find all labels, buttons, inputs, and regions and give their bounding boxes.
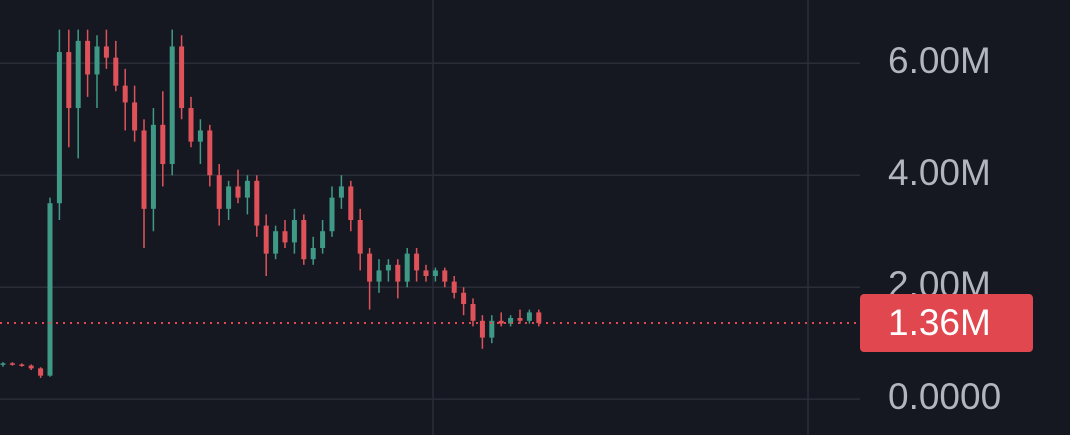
candle-body xyxy=(263,225,269,254)
candle-body xyxy=(367,253,373,282)
candle-body xyxy=(451,281,457,293)
candle-body xyxy=(376,270,382,282)
candle-body xyxy=(207,130,213,176)
candle-body xyxy=(188,108,194,142)
candle-body xyxy=(508,317,514,324)
candle-body xyxy=(526,312,532,321)
candle-body xyxy=(216,175,222,209)
y-tick-label: 4.00M xyxy=(888,152,991,193)
candle-body xyxy=(320,231,326,249)
candle-body xyxy=(498,320,504,324)
candle-body xyxy=(385,264,391,271)
candle-body xyxy=(9,363,15,365)
candle-body xyxy=(301,220,307,260)
candle-body xyxy=(489,320,495,338)
candle-body xyxy=(404,253,410,282)
candle-body xyxy=(141,130,147,209)
candle-body xyxy=(160,124,166,165)
y-tick-label: 6.00M xyxy=(888,40,991,81)
candle-body xyxy=(414,253,420,271)
candle-body xyxy=(122,85,128,103)
candle-body xyxy=(395,264,401,282)
candle-body xyxy=(442,270,448,282)
candle-body xyxy=(273,231,279,254)
candle-body xyxy=(282,231,288,243)
candle-body xyxy=(0,363,6,365)
candle-body xyxy=(56,52,62,204)
candle-body xyxy=(338,186,344,198)
candle-body xyxy=(197,130,203,142)
candle-body xyxy=(423,270,429,277)
candle-body xyxy=(179,46,185,109)
last-price-label: 1.36M xyxy=(888,302,991,343)
candle-body xyxy=(113,57,119,86)
candle-body xyxy=(329,197,335,232)
candle-body xyxy=(244,180,250,198)
candle-body xyxy=(348,186,354,221)
candle-body xyxy=(517,317,523,321)
candle-body xyxy=(85,40,91,75)
candle-body xyxy=(461,292,467,304)
candle-body xyxy=(150,124,156,209)
candle-body xyxy=(235,186,241,198)
candle-body xyxy=(38,368,44,376)
candle-body xyxy=(169,46,175,165)
candle-body xyxy=(357,220,363,254)
candle-body xyxy=(47,203,53,376)
candle-body xyxy=(254,180,260,226)
candle-body xyxy=(28,365,34,369)
candle-body xyxy=(479,320,485,338)
candle-body xyxy=(470,303,476,321)
candle-body xyxy=(226,186,232,209)
candle-body xyxy=(19,364,25,366)
candle-body xyxy=(66,52,72,109)
last-price-box xyxy=(860,294,1033,353)
candle-body xyxy=(291,220,297,243)
candle-body xyxy=(310,248,316,260)
candle-body xyxy=(75,40,81,109)
y-tick-label: 0.0000 xyxy=(888,376,1001,417)
candle-body xyxy=(103,46,109,58)
candle-body xyxy=(536,312,542,324)
candle-body xyxy=(94,46,100,75)
candle-body xyxy=(132,102,138,131)
candle-body xyxy=(432,270,438,277)
